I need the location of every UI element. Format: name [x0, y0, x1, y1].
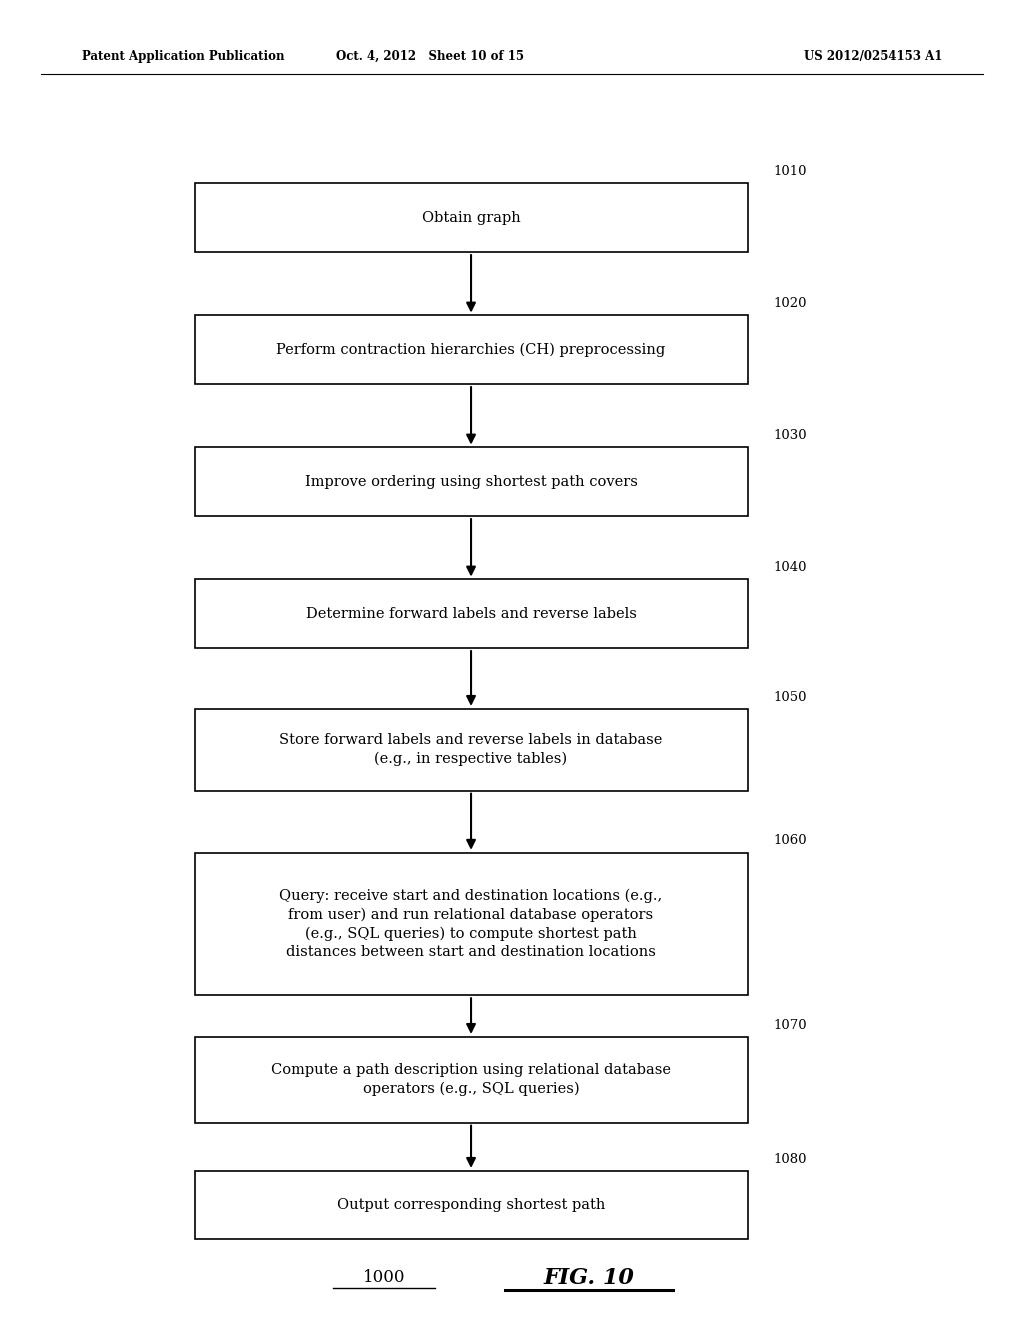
Text: Compute a path description using relational database
operators (e.g., SQL querie: Compute a path description using relatio… — [271, 1064, 671, 1096]
Text: Determine forward labels and reverse labels: Determine forward labels and reverse lab… — [305, 607, 637, 620]
Text: Query: receive start and destination locations (e.g.,
from user) and run relatio: Query: receive start and destination loc… — [280, 888, 663, 960]
Text: US 2012/0254153 A1: US 2012/0254153 A1 — [804, 50, 942, 63]
Text: 1060: 1060 — [773, 834, 807, 847]
Text: 1080: 1080 — [773, 1152, 807, 1166]
FancyBboxPatch shape — [195, 183, 748, 252]
Text: 1050: 1050 — [773, 690, 807, 704]
FancyBboxPatch shape — [195, 315, 748, 384]
FancyBboxPatch shape — [195, 709, 748, 791]
Text: 1030: 1030 — [773, 429, 807, 442]
FancyBboxPatch shape — [195, 447, 748, 516]
Text: Patent Application Publication: Patent Application Publication — [82, 50, 285, 63]
Text: FIG. 10: FIG. 10 — [544, 1267, 634, 1288]
Text: 1040: 1040 — [773, 561, 807, 574]
Text: 1070: 1070 — [773, 1019, 807, 1032]
Text: Obtain graph: Obtain graph — [422, 211, 520, 224]
Text: 1010: 1010 — [773, 165, 807, 178]
FancyBboxPatch shape — [195, 1171, 748, 1239]
FancyBboxPatch shape — [195, 579, 748, 648]
FancyBboxPatch shape — [195, 853, 748, 995]
Text: Oct. 4, 2012   Sheet 10 of 15: Oct. 4, 2012 Sheet 10 of 15 — [336, 50, 524, 63]
Text: Improve ordering using shortest path covers: Improve ordering using shortest path cov… — [304, 475, 638, 488]
FancyBboxPatch shape — [195, 1038, 748, 1122]
Text: Perform contraction hierarchies (CH) preprocessing: Perform contraction hierarchies (CH) pre… — [276, 343, 666, 356]
Text: 1000: 1000 — [362, 1270, 406, 1286]
Text: Output corresponding shortest path: Output corresponding shortest path — [337, 1199, 605, 1212]
Text: 1020: 1020 — [773, 297, 807, 310]
Text: Store forward labels and reverse labels in database
(e.g., in respective tables): Store forward labels and reverse labels … — [280, 734, 663, 766]
